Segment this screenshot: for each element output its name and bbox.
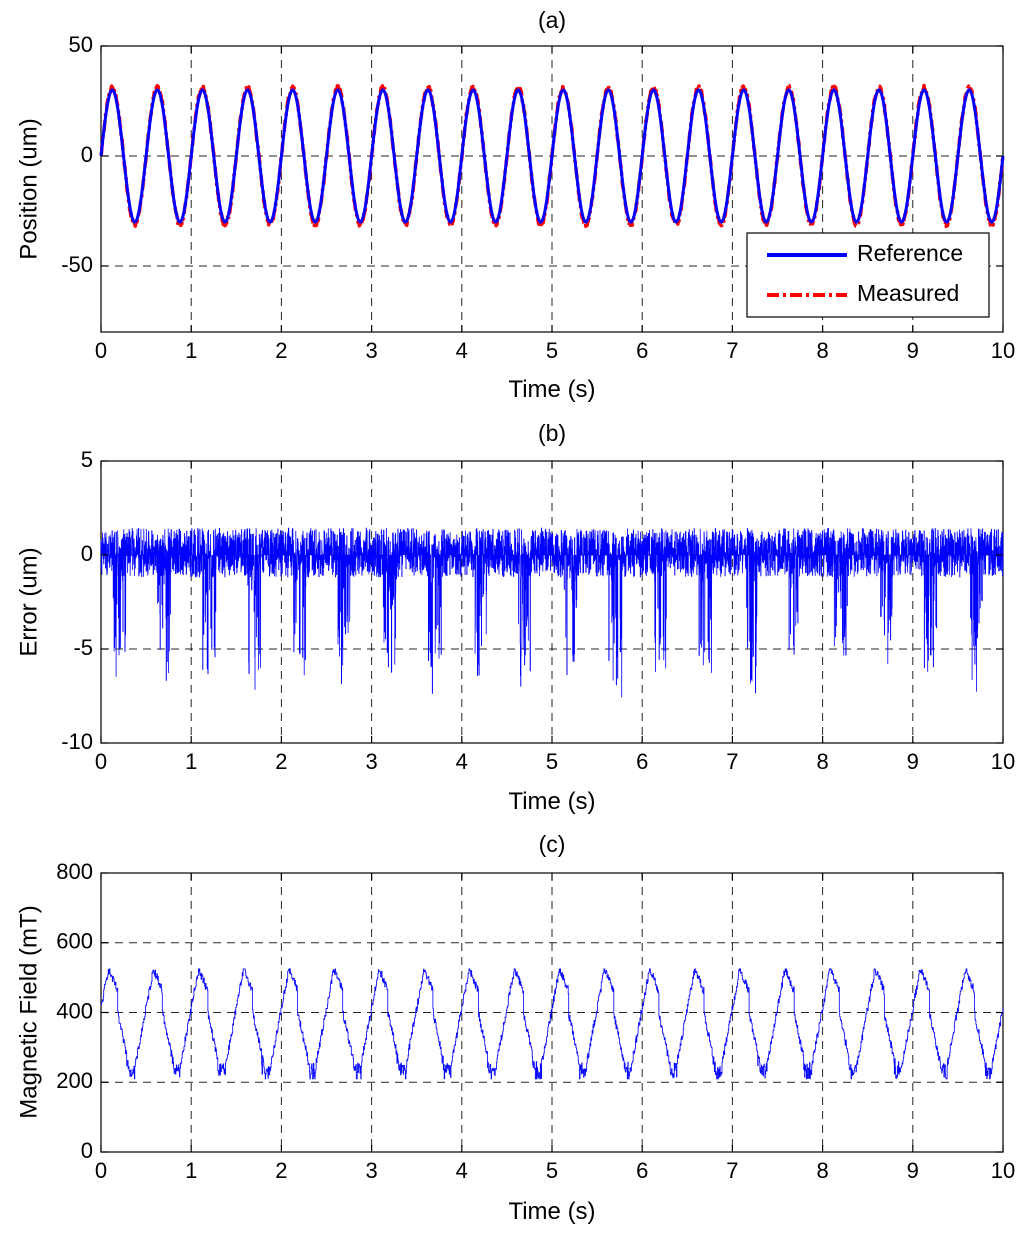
panel-a-title: (a) (538, 7, 566, 33)
x-tick-label: 8 (816, 1158, 828, 1183)
x-tick-label: 1 (185, 1158, 197, 1183)
y-tick-label: -50 (61, 252, 93, 277)
y-tick-label: 800 (56, 859, 93, 884)
y-tick-label: 600 (56, 929, 93, 954)
y-tick-label: 200 (56, 1068, 93, 1093)
panel-a-x-axis-label: Time (s) (508, 376, 595, 403)
panel-c-x-axis-label: Time (s) (508, 1198, 595, 1225)
x-tick-label: 4 (456, 1158, 468, 1183)
y-tick-label: 0 (81, 142, 93, 167)
x-tick-label: 7 (726, 749, 738, 774)
x-tick-label: 1 (185, 338, 197, 363)
panel-a-legend: Reference Measured (746, 232, 990, 318)
x-tick-label: 10 (991, 749, 1015, 774)
panel-c-series (101, 968, 1004, 1080)
x-tick-label: 1 (185, 749, 197, 774)
legend-box (746, 232, 990, 318)
y-tick-label: 5 (81, 447, 93, 472)
x-tick-label: 4 (456, 749, 468, 774)
panel-a-y-axis-label: Position (um) (15, 118, 42, 259)
panel-c-title: (c) (539, 831, 566, 857)
y-tick-label: 50 (69, 32, 93, 57)
error-series-line (100, 527, 1004, 698)
x-tick-label: 5 (546, 1158, 558, 1183)
panel-b-series (100, 527, 1004, 698)
y-tick-label: 0 (81, 541, 93, 566)
magnetic-field-series-line (101, 968, 1004, 1080)
x-tick-label: 2 (275, 749, 287, 774)
x-tick-label: 3 (365, 749, 377, 774)
x-tick-label: 6 (636, 1158, 648, 1183)
x-tick-label: 5 (546, 338, 558, 363)
x-tick-label: 7 (726, 338, 738, 363)
panel-a: (a) 0 1 2 3 4 5 6 7 8 9 10 -50 0 50 Time (s) Position… (15, 7, 1015, 403)
panel-b-title: (b) (538, 420, 566, 446)
x-tick-label: 10 (991, 1158, 1015, 1183)
x-tick-label: 7 (726, 1158, 738, 1183)
x-tick-label: 5 (546, 749, 558, 774)
x-tick-label: 10 (991, 338, 1015, 363)
x-tick-label: 0 (95, 338, 107, 363)
panel-c-ticks: 0 1 2 3 4 5 6 7 8 9 10 0 200 400 600 800 (56, 859, 1015, 1183)
x-tick-label: 9 (907, 338, 919, 363)
x-tick-label: 2 (275, 338, 287, 363)
panel-c: (c) 0 1 2 3 4 5 6 7 8 9 10 0 200 400 600 800 Time (s) M… (15, 831, 1015, 1225)
panel-a-ticks: 0 1 2 3 4 5 6 7 8 9 10 -50 0 50 (61, 32, 1015, 363)
y-tick-label: -10 (61, 729, 93, 754)
reference-series-line (99, 88, 1005, 224)
x-tick-label: 8 (816, 338, 828, 363)
x-tick-label: 3 (365, 1158, 377, 1183)
x-tick-label: 3 (365, 338, 377, 363)
x-tick-label: 6 (636, 338, 648, 363)
panel-b: (b) 0 1 2 3 4 5 6 7 8 9 10 -10 -5 0 5 Time (s) Error (… (15, 420, 1015, 815)
legend-label-reference: Reference (857, 240, 963, 266)
x-tick-label: 0 (95, 749, 107, 774)
y-tick-label: -5 (73, 635, 93, 660)
panel-a-series (99, 83, 1005, 229)
panel-b-y-axis-label: Error (um) (15, 547, 42, 656)
x-tick-label: 2 (275, 1158, 287, 1183)
x-tick-label: 9 (907, 749, 919, 774)
x-tick-label: 8 (816, 749, 828, 774)
y-tick-label: 400 (56, 998, 93, 1023)
panel-c-y-axis-label: Magnetic Field (mT) (15, 905, 42, 1118)
panel-b-ticks: 0 1 2 3 4 5 6 7 8 9 10 -10 -5 0 5 (61, 447, 1015, 774)
legend-label-measured: Measured (857, 280, 959, 306)
x-tick-label: 4 (456, 338, 468, 363)
x-tick-label: 6 (636, 749, 648, 774)
x-tick-label: 9 (907, 1158, 919, 1183)
x-tick-label: 0 (95, 1158, 107, 1183)
panel-b-x-axis-label: Time (s) (508, 788, 595, 815)
y-tick-label: 0 (81, 1138, 93, 1163)
